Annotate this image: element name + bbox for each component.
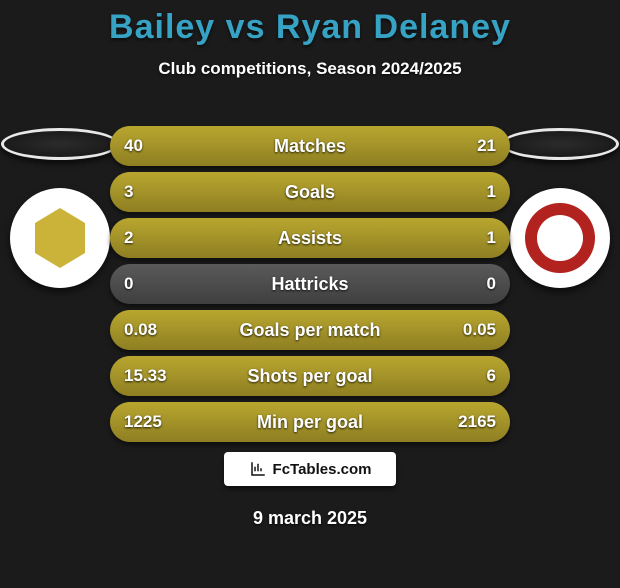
stat-bar-row: 12252165Min per goal xyxy=(110,402,510,442)
player-right-crest xyxy=(500,128,620,288)
brand-text: FcTables.com xyxy=(273,461,372,478)
player-left-crest xyxy=(0,128,120,288)
crest-emblem-right-inner xyxy=(537,215,583,261)
stats-bars-container: 4021Matches 31Goals 21Assists 00Hattricks 0.… xyxy=(110,126,510,448)
stat-label: Shots per goal xyxy=(110,366,510,387)
crest-emblem-right xyxy=(525,203,595,273)
stat-bar-row: 15.336Shots per goal xyxy=(110,356,510,396)
crest-circle-right xyxy=(510,188,610,288)
brand-badge: FcTables.com xyxy=(224,452,396,486)
chart-icon xyxy=(249,460,267,478)
comparison-title: Bailey vs Ryan Delaney xyxy=(0,8,620,47)
date-text: 9 march 2025 xyxy=(0,508,620,529)
stat-bar-row: 4021Matches xyxy=(110,126,510,166)
stat-bar-row: 00Hattricks xyxy=(110,264,510,304)
stat-label: Goals per match xyxy=(110,320,510,341)
stat-bar-row: 31Goals xyxy=(110,172,510,212)
stat-bar-row: 21Assists xyxy=(110,218,510,258)
stat-bar-row: 0.080.05Goals per match xyxy=(110,310,510,350)
comparison-subtitle: Club competitions, Season 2024/2025 xyxy=(0,59,620,79)
stat-label: Matches xyxy=(110,136,510,157)
crest-base-ellipse xyxy=(501,128,619,160)
crest-circle-left xyxy=(10,188,110,288)
stat-label: Goals xyxy=(110,182,510,203)
stat-label: Hattricks xyxy=(110,274,510,295)
crest-emblem-left xyxy=(35,208,85,268)
crest-base-ellipse xyxy=(1,128,119,160)
stat-label: Assists xyxy=(110,228,510,249)
stat-label: Min per goal xyxy=(110,412,510,433)
